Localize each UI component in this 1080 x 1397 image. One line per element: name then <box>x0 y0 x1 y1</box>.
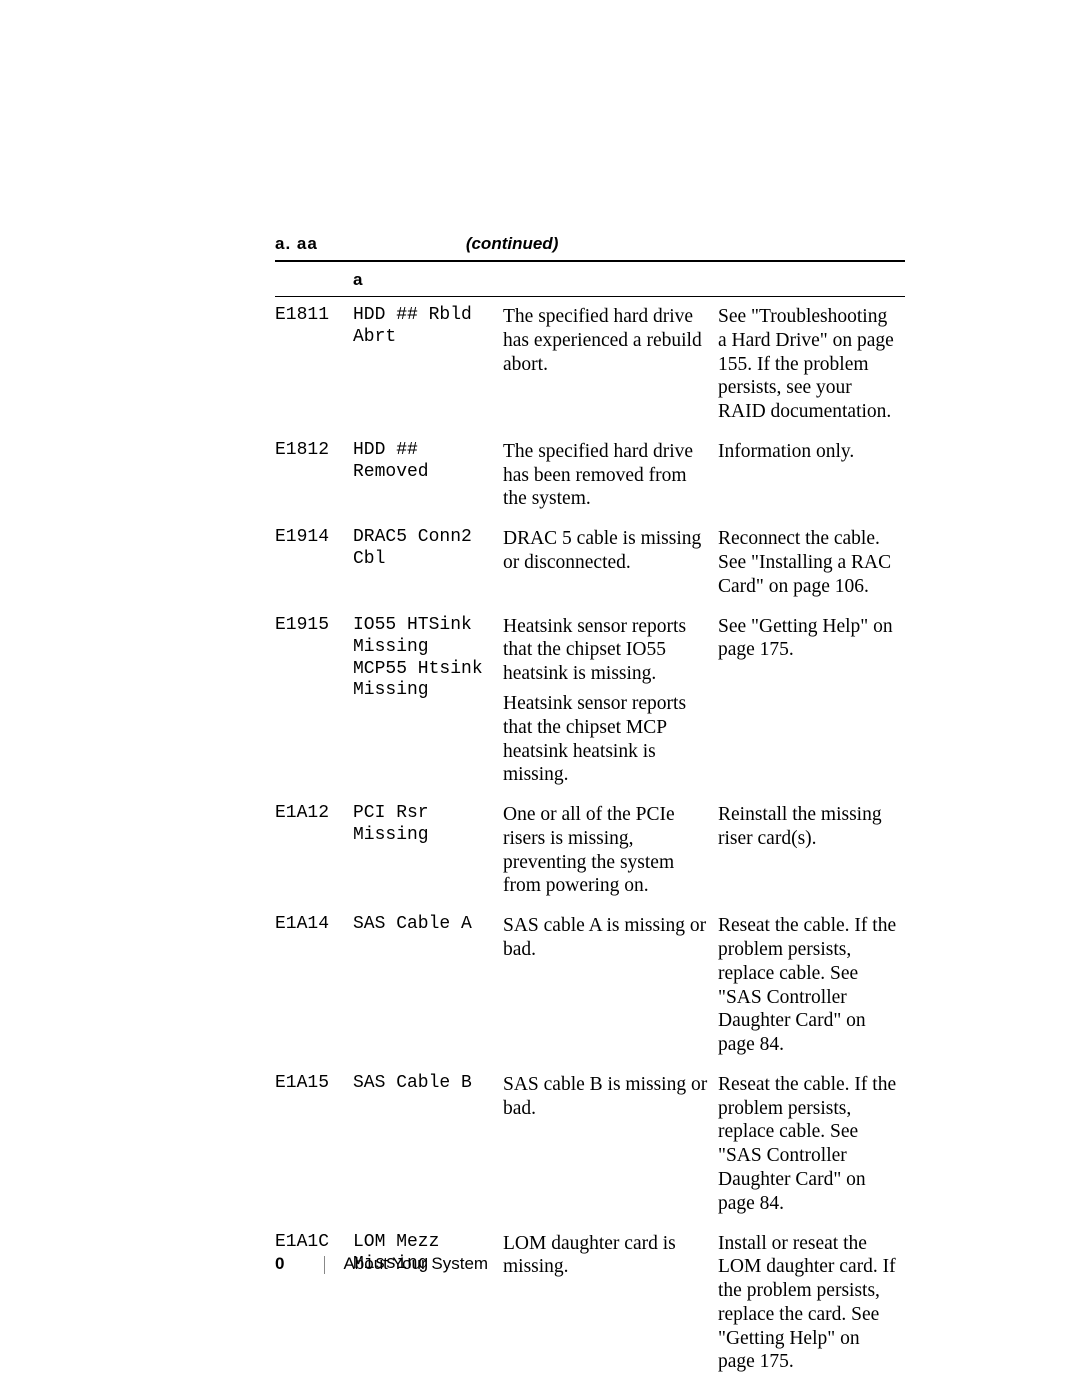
cell-code: E1A15 <box>275 1065 353 1224</box>
cell-code: E1A1C <box>275 1224 353 1383</box>
cell-code: E1812 <box>275 432 353 519</box>
table-row: E1914 DRAC5 Conn2 Cbl DRAC 5 cable is mi… <box>275 519 905 606</box>
table-row: E1A14 SAS Cable A SAS cable A is missing… <box>275 906 905 1065</box>
page-footer: 0 About Your System <box>275 1254 488 1274</box>
table-row: E1812 HDD ## Removed The specified hard … <box>275 432 905 519</box>
cell-action: Reseat the cable. If the problem persist… <box>718 906 905 1065</box>
table-row: E1A15 SAS Cable B SAS cable B is missing… <box>275 1065 905 1224</box>
cell-code: E1A14 <box>275 906 353 1065</box>
cell-text: SAS Cable A <box>353 906 503 1065</box>
cell-action: Reconnect the cable. See "Installing a R… <box>718 519 905 606</box>
footer-divider <box>324 1256 325 1274</box>
cell-text: IO55 HTSink Missing MCP55 Htsink Missing <box>353 607 503 795</box>
cell-code: E1914 <box>275 519 353 606</box>
cell-causes: The specified hard drive has been remove… <box>503 432 718 519</box>
col-header-text: a <box>353 270 503 290</box>
table-column-headers: a <box>275 262 905 297</box>
cell-action: Install or reseat the LOM daughter card.… <box>718 1224 905 1383</box>
status-messages-table: E1811 HDD ## Rbld Abrt The specified har… <box>275 297 905 1382</box>
cell-causes: Heatsink sensor reports that the chipset… <box>503 607 718 795</box>
cell-causes-part2: Heatsink sensor reports that the chipset… <box>503 692 710 787</box>
cell-text: SAS Cable B <box>353 1065 503 1224</box>
cell-text: PCI Rsr Missing <box>353 795 503 906</box>
cell-action: See "Getting Help" on page 175. <box>718 607 905 795</box>
cell-causes-part1: Heatsink sensor reports that the chipset… <box>503 616 686 685</box>
cell-action: Information only. <box>718 432 905 519</box>
cell-code: E1811 <box>275 297 353 432</box>
cell-text: HDD ## Removed <box>353 432 503 519</box>
table-row: E1A1C LOM Mezz Missing LOM daughter card… <box>275 1224 905 1383</box>
col-header-action <box>718 270 905 290</box>
cell-action: See "Troubleshooting a Hard Drive" on pa… <box>718 297 905 432</box>
document-page: a. aa (continued) a E1811 HDD ## Rbld Ab… <box>0 0 1080 1397</box>
cell-action: Reseat the cable. If the problem persist… <box>718 1065 905 1224</box>
page-number: 0 <box>275 1254 284 1274</box>
cell-causes: DRAC 5 cable is missing or disconnected. <box>503 519 718 606</box>
cell-causes: LOM daughter card is missing. <box>503 1224 718 1383</box>
cell-causes: The specified hard drive has experienced… <box>503 297 718 432</box>
cell-text: LOM Mezz Missing <box>353 1224 503 1383</box>
cell-causes: SAS cable A is missing or bad. <box>503 906 718 1065</box>
table-row: E1A12 PCI Rsr Missing One or all of the … <box>275 795 905 906</box>
table-caption-row: a. aa (continued) <box>275 234 905 262</box>
cell-text: HDD ## Rbld Abrt <box>353 297 503 432</box>
cell-code: E1A12 <box>275 795 353 906</box>
col-header-code <box>275 270 353 290</box>
cell-action: Reinstall the missing riser card(s). <box>718 795 905 906</box>
cell-code: E1915 <box>275 607 353 795</box>
table-continued-label: (continued) <box>466 234 559 254</box>
table-number-label: a. aa <box>275 234 318 254</box>
cell-text: DRAC5 Conn2 Cbl <box>353 519 503 606</box>
cell-causes: SAS cable B is missing or bad. <box>503 1065 718 1224</box>
footer-section-title: About Your System <box>343 1254 488 1274</box>
table-row: E1811 HDD ## Rbld Abrt The specified har… <box>275 297 905 432</box>
cell-causes: One or all of the PCIe risers is missing… <box>503 795 718 906</box>
col-header-causes <box>503 270 718 290</box>
table-row: E1915 IO55 HTSink Missing MCP55 Htsink M… <box>275 607 905 795</box>
